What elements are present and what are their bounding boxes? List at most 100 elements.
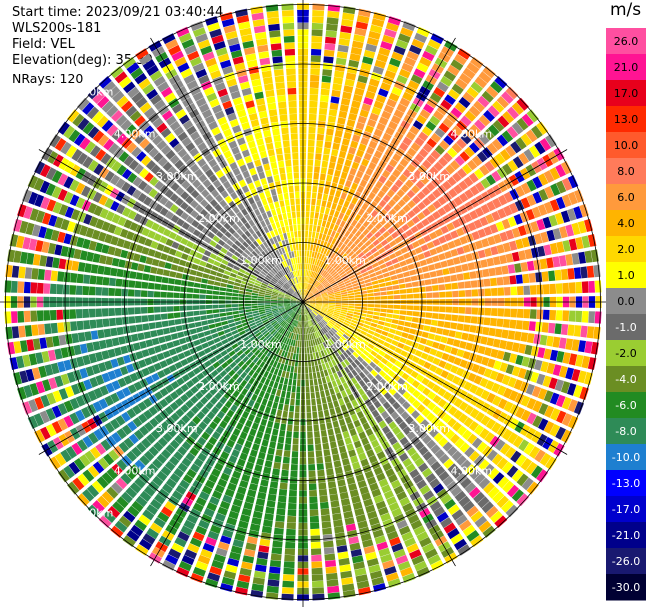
velocity-gate (382, 559, 395, 570)
velocity-gate (346, 287, 354, 292)
velocity-gate (318, 286, 325, 291)
velocity-gate (165, 149, 176, 160)
velocity-gate (229, 476, 239, 486)
velocity-gate (359, 68, 370, 78)
velocity-gate (190, 163, 200, 173)
velocity-gate (369, 570, 383, 580)
velocity-gate (87, 126, 100, 139)
velocity-gate (431, 255, 440, 263)
velocity-gate (419, 311, 426, 318)
velocity-gate (83, 274, 91, 284)
velocity-gate (174, 234, 183, 243)
velocity-gate (316, 252, 320, 259)
velocity-gate (309, 372, 313, 380)
velocity-gate (328, 299, 336, 302)
velocity-gate (274, 339, 279, 346)
velocity-gate (567, 415, 579, 429)
site-name-text: WLS200s-181 (12, 21, 102, 36)
velocity-gate (221, 278, 229, 284)
velocity-gate (534, 449, 546, 463)
velocity-gate (344, 517, 355, 526)
velocity-gate (107, 370, 117, 381)
velocity-gate (253, 269, 260, 275)
velocity-gate (322, 154, 330, 162)
velocity-gate (254, 416, 262, 424)
velocity-gate (160, 466, 172, 477)
velocity-gate (272, 468, 280, 476)
velocity-gate (271, 259, 277, 266)
velocity-gate (325, 30, 337, 38)
velocity-gate (333, 311, 340, 315)
velocity-gate (313, 345, 318, 353)
velocity-gate (542, 284, 550, 295)
velocity-gate (386, 286, 393, 291)
velocity-gate (169, 154, 180, 165)
velocity-gate (116, 496, 129, 509)
velocity-gate (568, 310, 576, 322)
velocity-gate (195, 381, 204, 390)
velocity-gate (181, 457, 192, 468)
velocity-gate (556, 180, 567, 194)
velocity-gate (242, 336, 250, 342)
velocity-gate (293, 306, 299, 312)
velocity-gate (65, 446, 78, 459)
velocity-gate (288, 503, 297, 510)
velocity-gate (11, 311, 18, 324)
velocity-gate (314, 317, 319, 324)
velocity-gate (269, 359, 275, 367)
velocity-gate (420, 352, 429, 360)
velocity-gate (341, 307, 348, 310)
velocity-gate (142, 323, 150, 331)
velocity-gate (323, 316, 330, 322)
velocity-gate (478, 459, 490, 471)
velocity-gate (328, 267, 334, 274)
velocity-gate (125, 105, 138, 118)
velocity-gate (267, 493, 277, 502)
velocity-gate (400, 184, 410, 193)
velocity-gate (243, 548, 256, 558)
velocity-gate (329, 338, 335, 345)
velocity-gate (95, 242, 104, 253)
velocity-gate (288, 310, 294, 316)
velocity-gate (315, 303, 322, 306)
velocity-gate (192, 502, 204, 513)
velocity-gate (278, 308, 285, 312)
velocity-gate (223, 445, 233, 454)
velocity-gate (257, 245, 264, 253)
velocity-gate (549, 199, 560, 212)
velocity-gate (71, 209, 81, 221)
velocity-gate (251, 347, 258, 354)
velocity-gate (160, 421, 171, 431)
velocity-gate (340, 262, 347, 268)
velocity-gate (478, 114, 491, 127)
velocity-gate (272, 330, 278, 337)
velocity-gate (200, 199, 209, 208)
velocity-gate (148, 147, 159, 158)
velocity-gate (527, 358, 537, 369)
velocity-gate (293, 306, 298, 311)
velocity-gate (555, 283, 563, 294)
velocity-gate (71, 333, 80, 344)
velocity-gate (323, 383, 329, 391)
velocity-gate (192, 179, 201, 189)
velocity-gate (305, 263, 308, 270)
velocity-gate (37, 324, 45, 336)
velocity-gate (313, 291, 320, 296)
velocity-gate (257, 351, 264, 359)
velocity-gate (420, 419, 430, 429)
velocity-gate (262, 280, 269, 285)
velocity-gate (250, 407, 258, 416)
velocity-gate (278, 292, 285, 296)
velocity-gate (251, 443, 260, 451)
velocity-gate (460, 477, 472, 489)
velocity-gate (524, 248, 533, 260)
velocity-gate (402, 401, 411, 410)
velocity-gate (470, 81, 483, 94)
velocity-gate (88, 240, 97, 251)
velocity-gate (287, 280, 292, 287)
velocity-gate (43, 283, 51, 294)
velocity-gate (561, 396, 572, 410)
velocity-gate (170, 182, 180, 192)
velocity-gate (180, 393, 189, 403)
velocity-gate (154, 493, 166, 505)
